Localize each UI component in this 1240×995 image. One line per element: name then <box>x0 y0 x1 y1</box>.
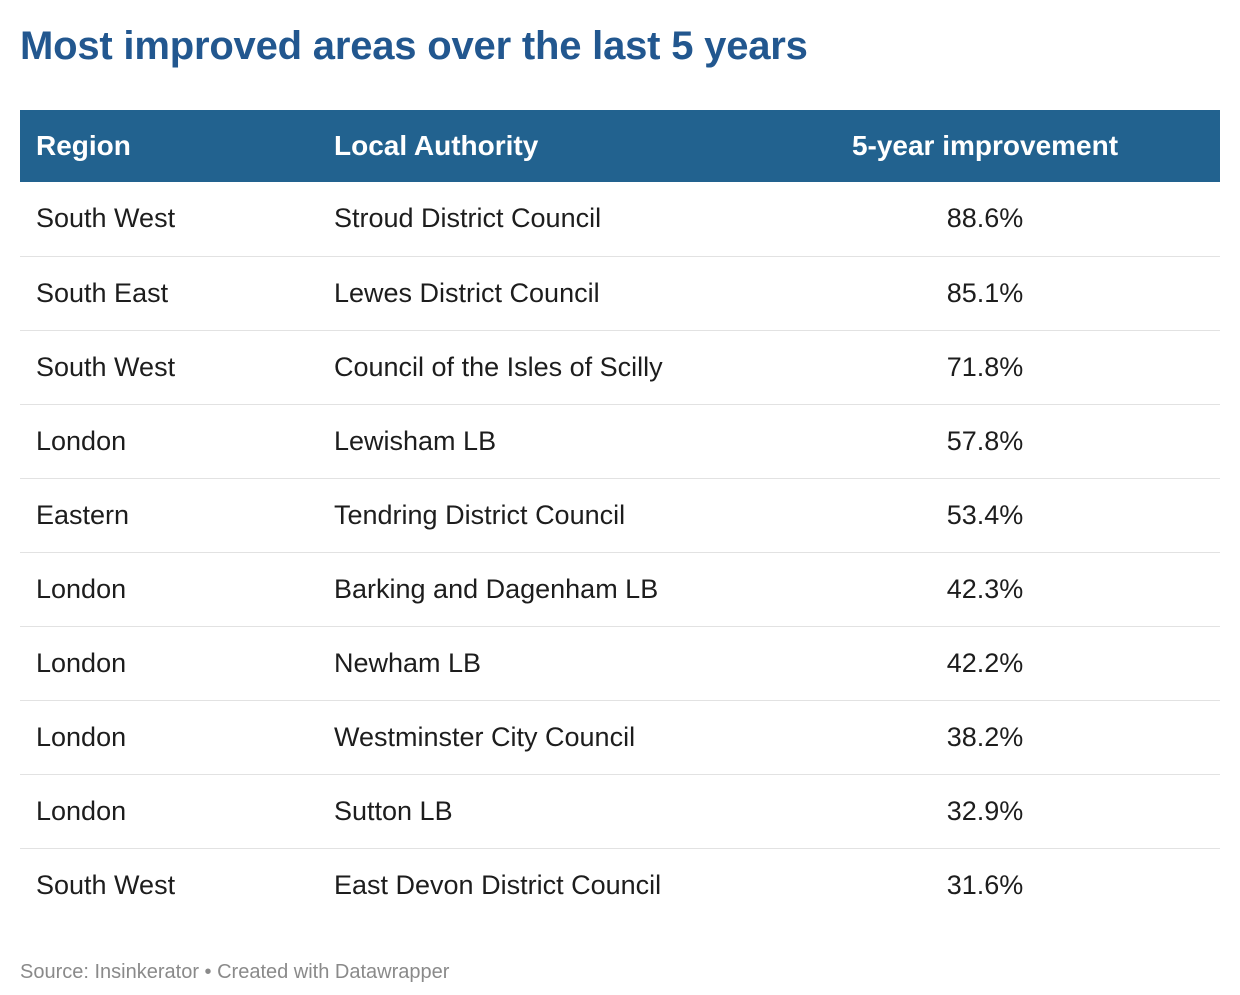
cell-region: London <box>36 647 127 678</box>
table-row: South East Lewes District Council 85.1% <box>20 256 1220 330</box>
source-note: Source: Insinkerator • Created with Data… <box>20 961 450 983</box>
table-row: South West East Devon District Council 3… <box>20 848 1220 922</box>
table-row: London Barking and Dagenham LB 42.3% <box>20 552 1220 626</box>
cell-region: London <box>36 795 127 826</box>
cell-local-authority: Newham LB <box>334 647 482 678</box>
column-header-region[interactable]: Region <box>36 130 131 161</box>
table-row: London Newham LB 42.2% <box>20 626 1220 700</box>
cell-local-authority: Council of the Isles of Scilly <box>334 351 663 382</box>
cell-local-authority: Westminster City Council <box>334 721 636 752</box>
cell-region: London <box>36 721 127 752</box>
cell-local-authority: Stroud District Council <box>334 203 602 234</box>
cell-improvement: 85.1% <box>946 277 1024 308</box>
table-header-row: Region Local Authority 5-year improvemen… <box>20 110 1220 182</box>
cell-region: London <box>36 573 127 604</box>
cell-improvement: 71.8% <box>946 351 1024 382</box>
cell-local-authority: Tendring District Council <box>334 499 626 530</box>
table-row: London Westminster City Council 38.2% <box>20 700 1220 774</box>
cell-region: South West <box>36 351 176 382</box>
table-body: South West Stroud District Council 88.6%… <box>20 182 1220 922</box>
cell-improvement: 31.6% <box>946 869 1024 900</box>
cell-local-authority: Lewes District Council <box>334 277 600 308</box>
chart-title: Most improved areas over the last 5 year… <box>20 24 808 68</box>
cell-region: London <box>36 425 127 456</box>
table-header: Region Local Authority 5-year improvemen… <box>20 110 1220 182</box>
column-header-local-authority[interactable]: Local Authority <box>334 130 539 161</box>
cell-local-authority: East Devon District Council <box>334 869 662 900</box>
cell-improvement: 53.4% <box>946 499 1024 530</box>
cell-improvement: 57.8% <box>946 425 1024 456</box>
cell-region: South East <box>36 277 169 308</box>
cell-improvement: 88.6% <box>946 203 1024 234</box>
cell-improvement: 32.9% <box>946 795 1024 826</box>
table-row: London Sutton LB 32.9% <box>20 774 1220 848</box>
cell-region: South West <box>36 203 176 234</box>
table-row: South West Council of the Isles of Scill… <box>20 330 1220 404</box>
cell-region: South West <box>36 869 176 900</box>
cell-local-authority: Sutton LB <box>334 795 453 826</box>
table-row: South West Stroud District Council 88.6% <box>20 182 1220 256</box>
cell-local-authority: Barking and Dagenham LB <box>334 573 659 604</box>
cell-local-authority: Lewisham LB <box>334 425 497 456</box>
column-header-improvement[interactable]: 5-year improvement <box>851 130 1119 161</box>
cell-improvement: 38.2% <box>946 721 1024 752</box>
cell-improvement: 42.2% <box>946 647 1024 678</box>
table-row: London Lewisham LB 57.8% <box>20 404 1220 478</box>
table-row: Eastern Tendring District Council 53.4% <box>20 478 1220 552</box>
cell-region: Eastern <box>36 499 130 530</box>
cell-improvement: 42.3% <box>946 573 1024 604</box>
improvement-table: Region Local Authority 5-year improvemen… <box>20 110 1220 922</box>
